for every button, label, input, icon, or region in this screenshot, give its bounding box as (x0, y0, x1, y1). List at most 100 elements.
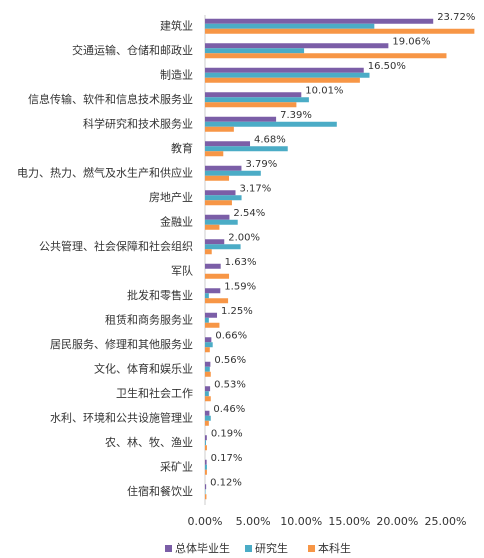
y-tick-label: 金融业 (160, 214, 193, 228)
bar (205, 224, 220, 230)
value-label: 3.79% (245, 159, 277, 170)
bar (205, 116, 277, 122)
bar (205, 43, 389, 49)
bar (205, 263, 221, 269)
value-label: 2.54% (233, 208, 265, 219)
y-tick-label: 文化、体育和娱乐业 (94, 361, 193, 375)
y-tick-label: 居民服务、修理和其他服务业 (50, 337, 193, 351)
x-tick-label: 15.00% (328, 515, 370, 528)
x-tick-label: 0.00% (188, 515, 223, 528)
legend-label: 总体毕业生 (175, 541, 230, 555)
bar (205, 126, 234, 132)
bar (205, 200, 232, 206)
value-label: 0.66% (215, 330, 247, 341)
y-tick-label: 卫生和社会工作 (116, 386, 193, 400)
y-tick-label: 信息传输、软件和信息技术服务业 (28, 92, 193, 106)
value-label: 0.12% (210, 477, 242, 488)
value-label: 0.19% (211, 428, 243, 439)
value-label: 23.72% (437, 12, 475, 23)
bar (205, 165, 242, 171)
y-tick-label: 军队 (171, 263, 193, 277)
bar (205, 67, 364, 73)
value-label: 0.46% (213, 404, 245, 415)
bar (205, 53, 447, 59)
bar (205, 48, 305, 54)
x-tick-label: 5.00% (236, 515, 271, 528)
y-tick-label: 建筑业 (160, 18, 193, 32)
legend-swatch (245, 545, 252, 552)
x-tick-label: 10.00% (280, 515, 322, 528)
y-tick-label: 教育 (171, 141, 193, 155)
bar (205, 342, 213, 348)
legend-swatch (165, 545, 172, 552)
bar (205, 28, 475, 34)
bar (205, 146, 288, 152)
y-tick-label: 科学研究和技术服务业 (83, 116, 193, 130)
bar (205, 464, 207, 470)
bar (205, 435, 207, 441)
bar (205, 440, 206, 446)
value-label: 19.06% (392, 36, 430, 47)
value-label: 10.01% (305, 85, 343, 96)
bar (205, 175, 230, 181)
bar (205, 298, 229, 304)
y-tick-label: 交通运输、仓储和邮政业 (72, 43, 193, 57)
bar (205, 18, 434, 24)
y-tick-label: 租赁和商务服务业 (105, 312, 193, 326)
bar (205, 420, 209, 426)
value-label: 3.17% (239, 183, 271, 194)
value-label: 4.68% (254, 134, 286, 145)
bar (205, 97, 309, 103)
x-tick-label: 25.00% (425, 515, 467, 528)
bar (205, 249, 212, 255)
bar (205, 273, 230, 279)
legend-label: 本科生 (318, 541, 351, 555)
value-label: 2.00% (228, 232, 260, 243)
bar (205, 244, 241, 250)
bar (205, 337, 212, 343)
bar (205, 239, 225, 245)
bar (205, 410, 210, 416)
bar (205, 494, 207, 500)
bar (205, 391, 209, 397)
bar (205, 195, 242, 201)
bar (205, 72, 370, 78)
bar (205, 170, 261, 176)
bar (205, 293, 209, 299)
value-label: 1.25% (221, 306, 253, 317)
y-tick-label: 农、林、牧、渔业 (105, 435, 193, 449)
bar (205, 469, 207, 475)
bar (205, 366, 210, 372)
value-label: 0.56% (214, 355, 246, 366)
bar (205, 219, 238, 225)
bar (205, 347, 210, 353)
bar (205, 214, 230, 220)
y-tick-label: 房地产业 (149, 190, 193, 204)
bar (205, 102, 297, 108)
y-tick-label: 采矿业 (160, 460, 193, 473)
value-label: 16.50% (368, 61, 406, 72)
bar (205, 484, 207, 490)
bar (205, 121, 337, 127)
bar (205, 386, 211, 392)
bar (205, 23, 375, 29)
x-tick-label: 20.00% (376, 515, 418, 528)
y-tick-label: 水利、环境和公共设施管理业 (50, 410, 193, 424)
bar (205, 445, 207, 451)
bar (205, 288, 221, 294)
y-tick-label: 公共管理、社会保障和社会组织 (39, 239, 193, 253)
bar (205, 371, 211, 377)
bar (205, 151, 224, 157)
y-tick-label: 制造业 (160, 67, 193, 81)
y-tick-label: 批发和零售业 (127, 288, 193, 302)
bar (205, 361, 211, 367)
bar (205, 415, 211, 421)
bar (205, 190, 236, 196)
bar (205, 317, 209, 323)
bar (205, 312, 218, 318)
value-label: 1.59% (224, 281, 256, 292)
bar (205, 396, 211, 402)
value-label: 1.63% (225, 257, 257, 268)
legend-swatch (308, 545, 315, 552)
